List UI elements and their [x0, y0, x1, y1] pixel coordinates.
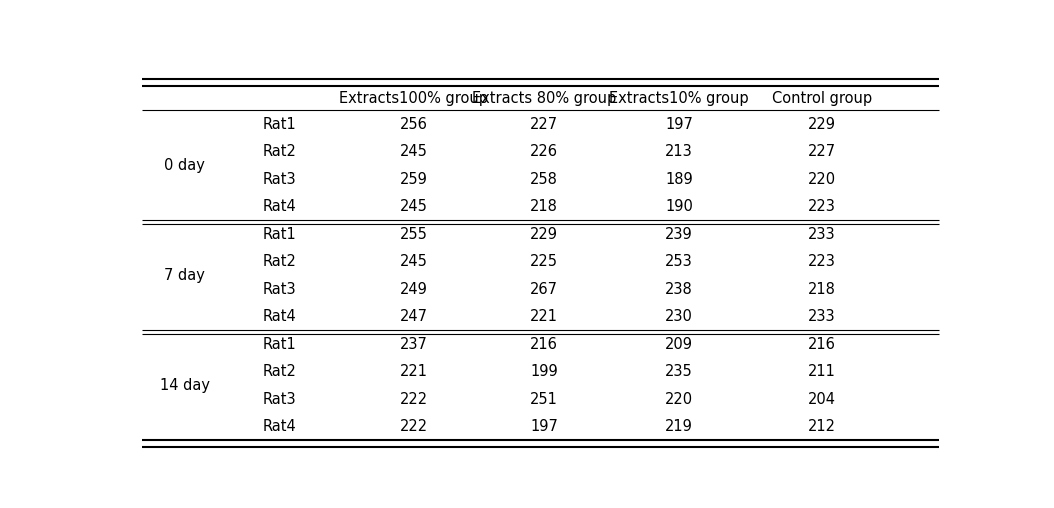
Text: 239: 239 — [665, 227, 692, 242]
Text: 233: 233 — [808, 227, 836, 242]
Text: 7 day: 7 day — [164, 268, 206, 283]
Text: 245: 245 — [399, 144, 428, 159]
Text: 216: 216 — [530, 337, 559, 352]
Text: Extracts10% group: Extracts10% group — [609, 90, 748, 106]
Text: 226: 226 — [530, 144, 559, 159]
Text: 211: 211 — [808, 364, 836, 379]
Text: 230: 230 — [665, 309, 692, 324]
Text: Rat2: Rat2 — [262, 254, 296, 269]
Text: 218: 218 — [530, 199, 559, 214]
Text: 14 day: 14 day — [160, 378, 210, 393]
Text: Rat3: Rat3 — [262, 392, 296, 406]
Text: 219: 219 — [665, 419, 692, 434]
Text: Rat2: Rat2 — [262, 364, 296, 379]
Text: Rat3: Rat3 — [262, 172, 296, 186]
Text: 213: 213 — [665, 144, 692, 159]
Text: 267: 267 — [530, 281, 559, 297]
Text: 256: 256 — [399, 117, 428, 132]
Text: 247: 247 — [399, 309, 428, 324]
Text: 245: 245 — [399, 254, 428, 269]
Text: 227: 227 — [530, 117, 559, 132]
Text: 209: 209 — [665, 337, 694, 352]
Text: 253: 253 — [665, 254, 692, 269]
Text: Extracts 80% group: Extracts 80% group — [472, 90, 617, 106]
Text: 225: 225 — [530, 254, 559, 269]
Text: 237: 237 — [399, 337, 428, 352]
Text: 255: 255 — [399, 227, 428, 242]
Text: 233: 233 — [808, 309, 836, 324]
Text: 190: 190 — [665, 199, 692, 214]
Text: 249: 249 — [399, 281, 428, 297]
Text: 218: 218 — [808, 281, 836, 297]
Text: Extracts100% group: Extracts100% group — [339, 90, 488, 106]
Text: 222: 222 — [399, 419, 428, 434]
Text: 229: 229 — [808, 117, 836, 132]
Text: 212: 212 — [808, 419, 836, 434]
Text: 223: 223 — [808, 199, 836, 214]
Text: 197: 197 — [530, 419, 559, 434]
Text: Rat1: Rat1 — [262, 337, 296, 352]
Text: Rat4: Rat4 — [262, 419, 296, 434]
Text: Rat4: Rat4 — [262, 309, 296, 324]
Text: 0 day: 0 day — [164, 158, 206, 173]
Text: 216: 216 — [808, 337, 836, 352]
Text: 229: 229 — [530, 227, 559, 242]
Text: Rat2: Rat2 — [262, 144, 296, 159]
Text: 220: 220 — [808, 172, 836, 186]
Text: 258: 258 — [530, 172, 559, 186]
Text: 221: 221 — [530, 309, 559, 324]
Text: Rat3: Rat3 — [262, 281, 296, 297]
Text: 227: 227 — [808, 144, 836, 159]
Text: 197: 197 — [665, 117, 692, 132]
Text: Rat4: Rat4 — [262, 199, 296, 214]
Text: Rat1: Rat1 — [262, 117, 296, 132]
Text: Rat1: Rat1 — [262, 227, 296, 242]
Text: 220: 220 — [665, 392, 694, 406]
Text: 221: 221 — [399, 364, 428, 379]
Text: 251: 251 — [530, 392, 559, 406]
Text: 189: 189 — [665, 172, 692, 186]
Text: 204: 204 — [808, 392, 836, 406]
Text: 222: 222 — [399, 392, 428, 406]
Text: 259: 259 — [399, 172, 428, 186]
Text: 238: 238 — [665, 281, 692, 297]
Text: 223: 223 — [808, 254, 836, 269]
Text: 245: 245 — [399, 199, 428, 214]
Text: 199: 199 — [530, 364, 559, 379]
Text: 235: 235 — [665, 364, 692, 379]
Text: Control group: Control group — [772, 90, 872, 106]
